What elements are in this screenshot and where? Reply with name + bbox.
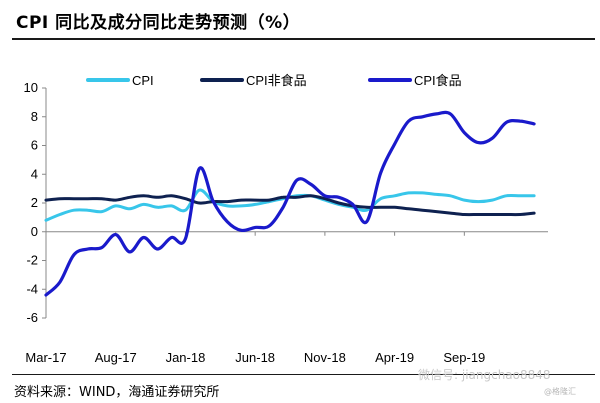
x-tick-label: Jan-18: [166, 350, 206, 365]
source-note: 资料来源：WIND，海通证券研究所: [14, 385, 220, 400]
y-tick-label: 10: [24, 80, 38, 95]
watermark-small: @格隆汇: [544, 387, 576, 396]
chart-title: CPI 同比及成分同比走势预测（%）: [16, 13, 301, 33]
x-tick-label: Jun-18: [235, 350, 275, 365]
y-tick-label: 0: [31, 224, 38, 239]
y-tick-label: 8: [31, 109, 38, 124]
watermark-text: 微信号: jiangchao8848: [418, 368, 551, 382]
legend-label-2: CPI非食品: [246, 73, 307, 88]
footer-divider: [12, 374, 595, 375]
legend-label-1: CPI: [132, 73, 154, 88]
title-divider: [12, 38, 595, 40]
y-tick-label: -2: [26, 253, 38, 268]
axes: -6 -4 -2 0 2 4 6 8 10 Mar-17 Aug-17 Jan-18 Jun-18 Nov…: [24, 80, 548, 365]
y-tick-label: 6: [31, 138, 38, 153]
x-tick-label: Apr-19: [375, 350, 414, 365]
series-line-2: [44, 194, 536, 217]
x-tick-label: Mar-17: [25, 350, 66, 365]
y-tick-label: 4: [31, 166, 38, 181]
series-lines: [44, 110, 536, 297]
y-tick-label: -4: [26, 281, 38, 296]
legend-label-3: CPI食品: [414, 73, 462, 88]
series-line-3: [44, 110, 536, 297]
y-tick-label: 2: [31, 195, 38, 210]
x-tick-label: Sep-19: [443, 350, 485, 365]
x-tick-label: Nov-18: [304, 350, 346, 365]
y-tick-label: -6: [26, 310, 38, 325]
x-tick-label: Aug-17: [95, 350, 137, 365]
line-chart: -6 -4 -2 0 2 4 6 8 10 Mar-17 Aug-17 Jan-18 Jun-18 Nov…: [24, 73, 548, 365]
legend: CPI CPI非食品 CPI食品: [86, 73, 462, 88]
